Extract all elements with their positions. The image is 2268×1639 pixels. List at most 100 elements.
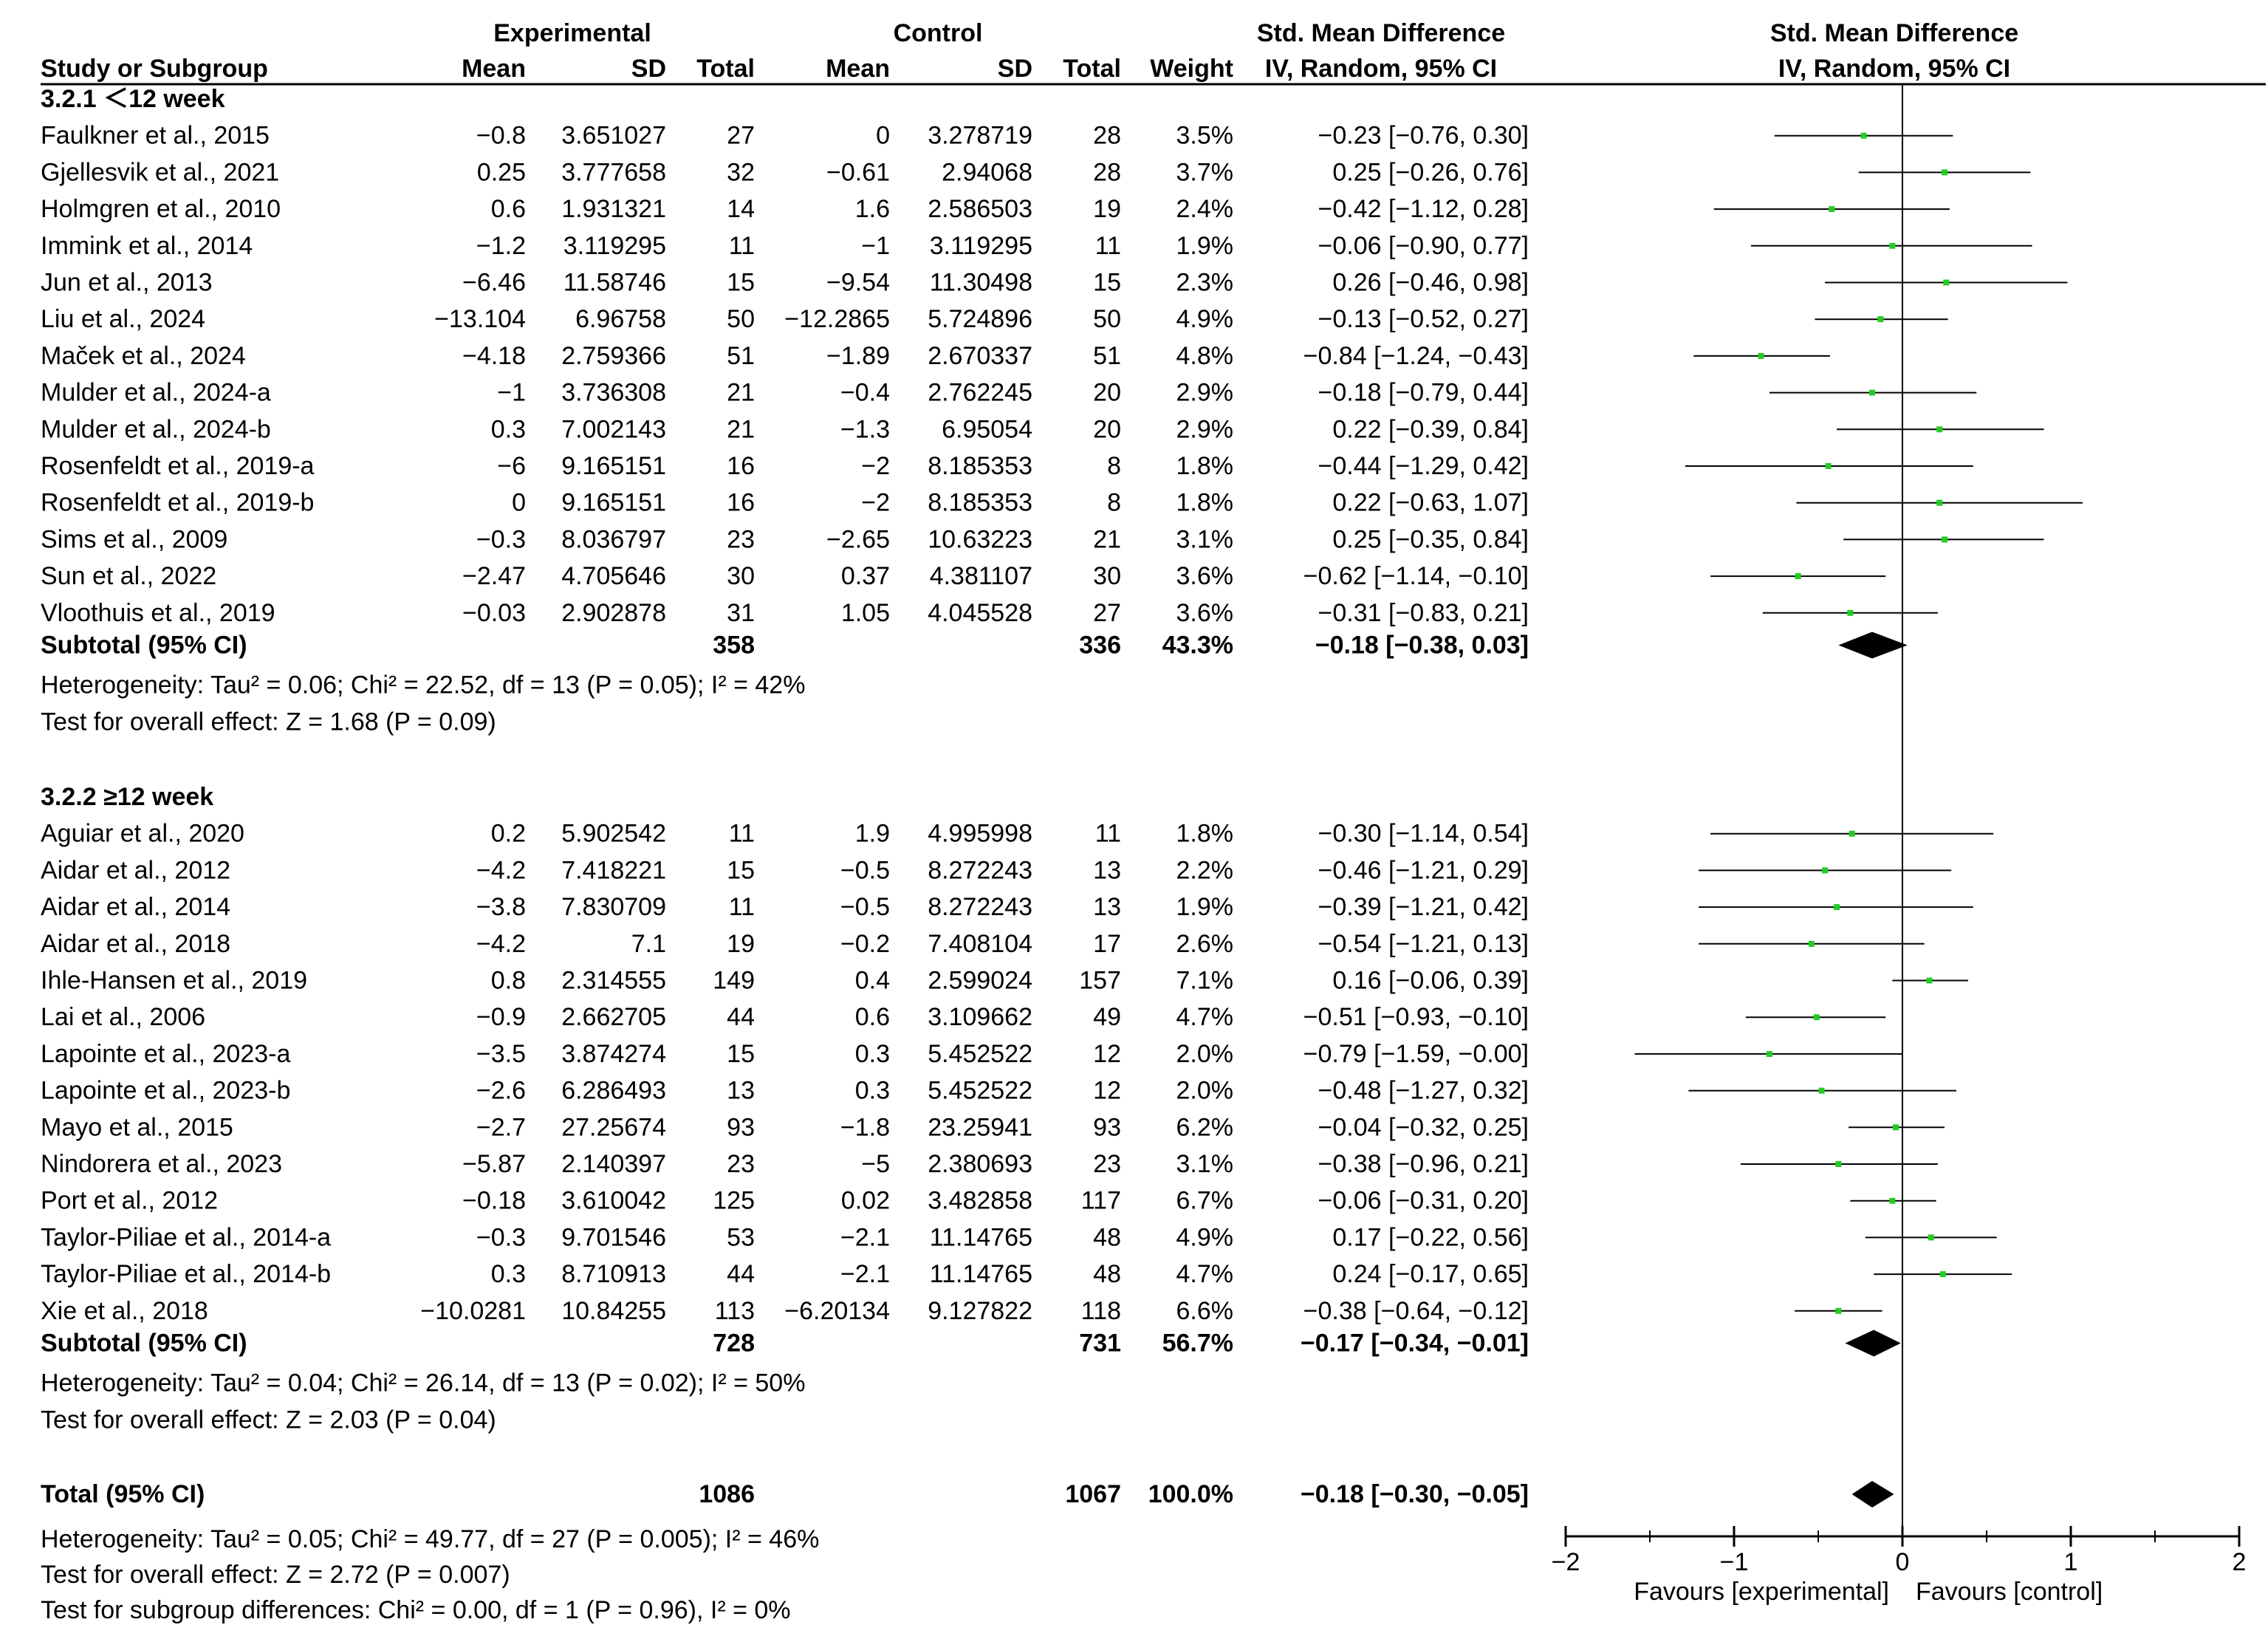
- total-control: 12: [1093, 1040, 1121, 1068]
- sd-experimental: 7.830709: [561, 893, 666, 921]
- mean-control: 0.37: [841, 562, 890, 590]
- sd-experimental: 2.314555: [561, 967, 666, 995]
- weight: 3.1%: [1176, 525, 1234, 553]
- footer-text: Test for overall effect: Z = 2.72 (P = 0…: [41, 1561, 510, 1589]
- total-experimental: 113: [715, 1297, 755, 1325]
- total-experimental: 30: [727, 562, 755, 590]
- mean-experimental: −2.7: [476, 1113, 526, 1141]
- mean-control: 0.02: [841, 1187, 890, 1215]
- study-name: Lapointe et al., 2023-a: [41, 1040, 290, 1068]
- mean-experimental: −3.8: [476, 893, 526, 921]
- ci-text: −0.38 [−0.96, 0.21]: [1318, 1150, 1529, 1178]
- mean-experimental: −13.104: [434, 305, 526, 333]
- point-estimate: [1849, 830, 1855, 837]
- mean-experimental: −4.2: [476, 856, 526, 884]
- point-estimate: [1889, 242, 1896, 249]
- header-ci-table: IV, Random, 95% CI: [1265, 55, 1497, 83]
- subtotal-weight: 43.3%: [1162, 632, 1233, 660]
- total-experimental: 44: [727, 1003, 755, 1031]
- weight: 3.5%: [1176, 122, 1234, 150]
- study-name: Taylor-Piliae et al., 2014-a: [41, 1223, 331, 1251]
- header-control: Control: [894, 19, 983, 47]
- ci-text: 0.22 [−0.63, 1.07]: [1332, 489, 1529, 517]
- header-experimental: Experimental: [493, 19, 651, 47]
- subtotal-ci-text: −0.18 [−0.38, 0.03]: [1315, 632, 1529, 660]
- weight: 1.8%: [1176, 820, 1234, 848]
- footer-text: Test for subgroup differences: Chi² = 0.…: [41, 1596, 791, 1624]
- mean-control: 0.6: [855, 1003, 890, 1031]
- study-name: Maček et al., 2024: [41, 342, 246, 370]
- mean-control: −1.3: [840, 415, 890, 443]
- heterogeneity-text: Heterogeneity: Tau² = 0.04; Chi² = 26.14…: [41, 1369, 805, 1397]
- sd-experimental: 9.701546: [561, 1223, 666, 1251]
- x-tick-label: −2: [1552, 1548, 1580, 1576]
- mean-experimental: −1.2: [476, 232, 526, 260]
- weight: 7.1%: [1176, 967, 1234, 995]
- sd-control: 2.762245: [928, 379, 1032, 407]
- total-control: 11: [1095, 232, 1121, 260]
- subtotal-diamond: [1845, 1330, 1901, 1357]
- total-control: 20: [1093, 379, 1121, 407]
- weight: 4.7%: [1176, 1003, 1234, 1031]
- weight: 3.6%: [1176, 599, 1234, 627]
- sd-control: 11.30498: [930, 269, 1032, 297]
- total-control: 30: [1093, 562, 1121, 590]
- mean-control: −2.1: [840, 1260, 890, 1288]
- table-rows: 3.2.1 ＜12 week Faulkner et al., 2015 −0.8 3…: [41, 85, 1529, 1624]
- total-experimental: 15: [727, 856, 755, 884]
- mean-control: −0.61: [826, 158, 890, 186]
- sd-control: 10.63223: [928, 525, 1032, 553]
- study-name: Lai et al., 2006: [41, 1003, 205, 1031]
- sd-control: 5.452522: [928, 1077, 1032, 1105]
- total-control: 12: [1093, 1077, 1121, 1105]
- sd-experimental: 4.705646: [561, 562, 666, 590]
- ci-text: 0.22 [−0.39, 0.84]: [1332, 415, 1529, 443]
- mean-control: −0.5: [840, 893, 890, 921]
- mean-control: 1.05: [841, 599, 890, 627]
- study-name: Sims et al., 2009: [41, 525, 227, 553]
- sd-experimental: 3.777658: [561, 158, 666, 186]
- total-control: 21: [1093, 525, 1121, 553]
- heterogeneity-text: Heterogeneity: Tau² = 0.06; Chi² = 22.52…: [41, 671, 805, 699]
- sd-experimental: 3.651027: [561, 122, 666, 150]
- weight: 4.9%: [1176, 1223, 1234, 1251]
- ci-text: 0.16 [−0.06, 0.39]: [1332, 967, 1529, 995]
- mean-experimental: −5.87: [462, 1150, 526, 1178]
- mean-control: 0.3: [855, 1040, 890, 1068]
- total-control: 15: [1093, 269, 1121, 297]
- sd-experimental: 3.119295: [563, 232, 666, 260]
- ci-text: 0.25 [−0.35, 0.84]: [1332, 525, 1529, 553]
- mean-experimental: 0: [512, 489, 526, 517]
- weight: 6.6%: [1176, 1297, 1234, 1325]
- total-control: 11: [1095, 820, 1121, 848]
- sd-control: 4.045528: [928, 599, 1032, 627]
- total-total-control: 1067: [1065, 1480, 1121, 1508]
- ci-text: −0.18 [−0.79, 0.44]: [1318, 379, 1529, 407]
- subtotal-label: Subtotal (95% CI): [41, 1330, 247, 1358]
- sd-control: 3.278719: [928, 122, 1032, 150]
- sd-experimental: 8.710913: [561, 1260, 666, 1288]
- ci-text: 0.25 [−0.26, 0.76]: [1332, 158, 1529, 186]
- total-experimental: 31: [727, 599, 755, 627]
- mean-experimental: −0.18: [462, 1187, 526, 1215]
- total-control: 118: [1081, 1297, 1121, 1325]
- ci-text: 0.17 [−0.22, 0.56]: [1332, 1223, 1529, 1251]
- header-mean-e: Mean: [462, 55, 526, 83]
- mean-experimental: −6.46: [462, 269, 526, 297]
- weight: 1.8%: [1176, 489, 1234, 517]
- ci-text: −0.31 [−0.83, 0.21]: [1318, 599, 1529, 627]
- overall-effect-text: Test for overall effect: Z = 1.68 (P = 0…: [41, 708, 496, 736]
- weight: 2.9%: [1176, 415, 1234, 443]
- total-experimental: 11: [729, 893, 755, 921]
- mean-control: −0.4: [840, 379, 890, 407]
- point-estimate: [1936, 499, 1943, 506]
- subtotal-label: Subtotal (95% CI): [41, 632, 247, 660]
- total-control: 8: [1107, 452, 1121, 480]
- weight: 4.7%: [1176, 1260, 1234, 1288]
- mean-experimental: 0.25: [477, 158, 526, 186]
- total-experimental: 23: [727, 525, 755, 553]
- study-name: Aidar et al., 2012: [41, 856, 230, 884]
- mean-experimental: −0.03: [462, 599, 526, 627]
- point-estimate: [1926, 977, 1933, 984]
- header-ci-plot: IV, Random, 95% CI: [1778, 55, 2010, 83]
